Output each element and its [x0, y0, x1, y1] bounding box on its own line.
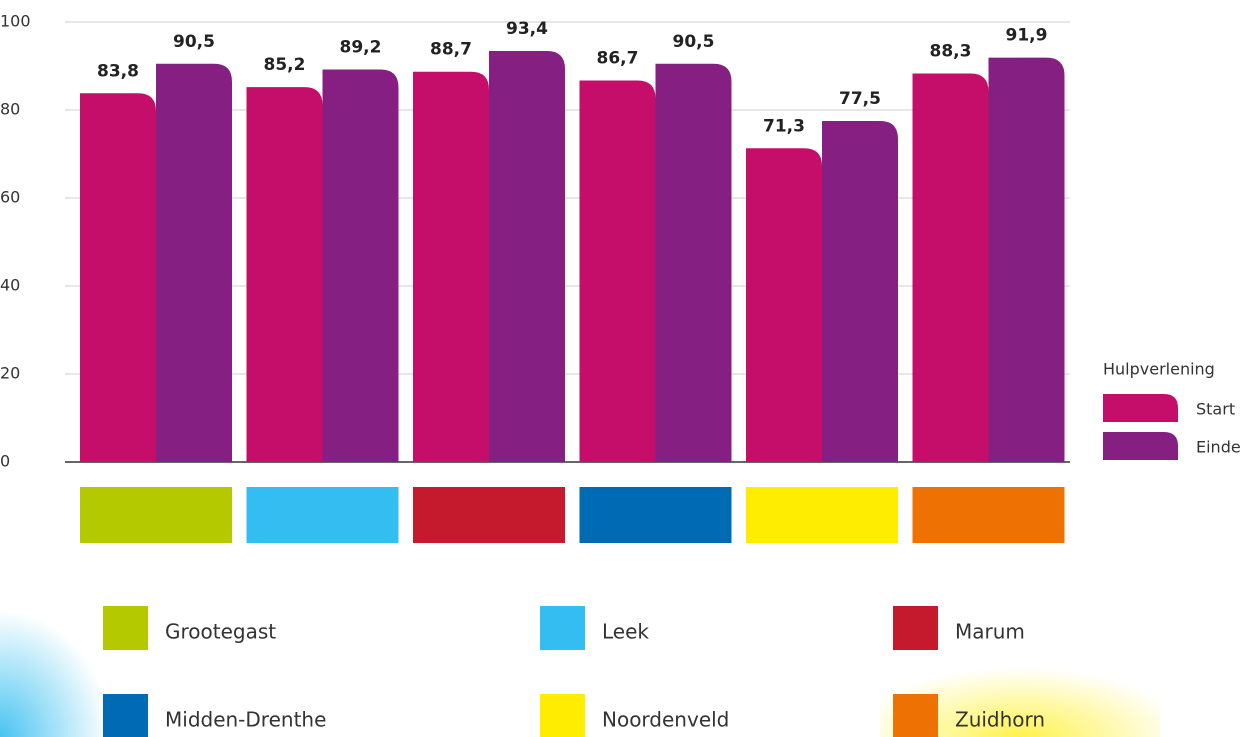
legend-swatch [893, 606, 938, 650]
bar [413, 71, 489, 462]
legend-label: Marum [955, 620, 1025, 644]
category-strip [246, 487, 399, 543]
value-label: 88,7 [430, 40, 472, 60]
y-tick-label: 60 [0, 188, 20, 207]
value-label: 77,5 [839, 89, 881, 109]
bar [746, 148, 822, 462]
legend-swatch [103, 606, 148, 650]
legend-swatch [893, 694, 938, 737]
category-strip [912, 487, 1065, 543]
bar [246, 87, 323, 463]
y-tick-label: 100 [0, 12, 31, 31]
value-label: 86,7 [597, 49, 639, 69]
value-label: 91,9 [1006, 26, 1048, 46]
value-label: 83,8 [97, 61, 139, 81]
y-tick-label: 40 [0, 276, 20, 295]
value-label: 71,3 [763, 116, 805, 136]
value-label: 90,5 [173, 32, 215, 52]
category-strip [80, 487, 232, 543]
bar [322, 69, 399, 463]
bar [156, 63, 232, 463]
category-strip [413, 487, 565, 543]
legend-swatch [103, 694, 148, 737]
value-label: 88,3 [930, 41, 972, 61]
legend-label: Grootegast [165, 620, 276, 644]
y-tick-label: 80 [0, 100, 20, 119]
value-label: 85,2 [264, 55, 306, 75]
legend-swatch [540, 694, 585, 737]
legend-swatch [1103, 394, 1178, 422]
decoration [0, 610, 110, 737]
bar [655, 63, 732, 463]
y-tick-label: 0 [0, 452, 10, 471]
legend-label: Midden-Drenthe [165, 708, 326, 732]
bar [80, 93, 156, 462]
value-label: 93,4 [506, 19, 548, 39]
y-tick-label: 20 [0, 364, 20, 383]
bar [822, 121, 898, 462]
value-label: 90,5 [673, 32, 715, 52]
legend-label: Einde [1196, 438, 1241, 457]
legend-label: Leek [602, 620, 649, 644]
value-label: 89,2 [340, 38, 382, 58]
legend-label: Zuidhorn [955, 708, 1045, 732]
legend-label: Start [1196, 400, 1235, 419]
bar [988, 57, 1065, 462]
legend-title: Hulpverlening [1103, 360, 1215, 379]
legend-swatch [1103, 432, 1178, 460]
bar [579, 80, 656, 463]
category-strip [746, 487, 898, 543]
bar [489, 51, 565, 462]
legend-label: Noordenveld [602, 708, 729, 732]
category-strip [579, 487, 732, 543]
bar [912, 73, 989, 462]
legend-swatch [540, 606, 585, 650]
